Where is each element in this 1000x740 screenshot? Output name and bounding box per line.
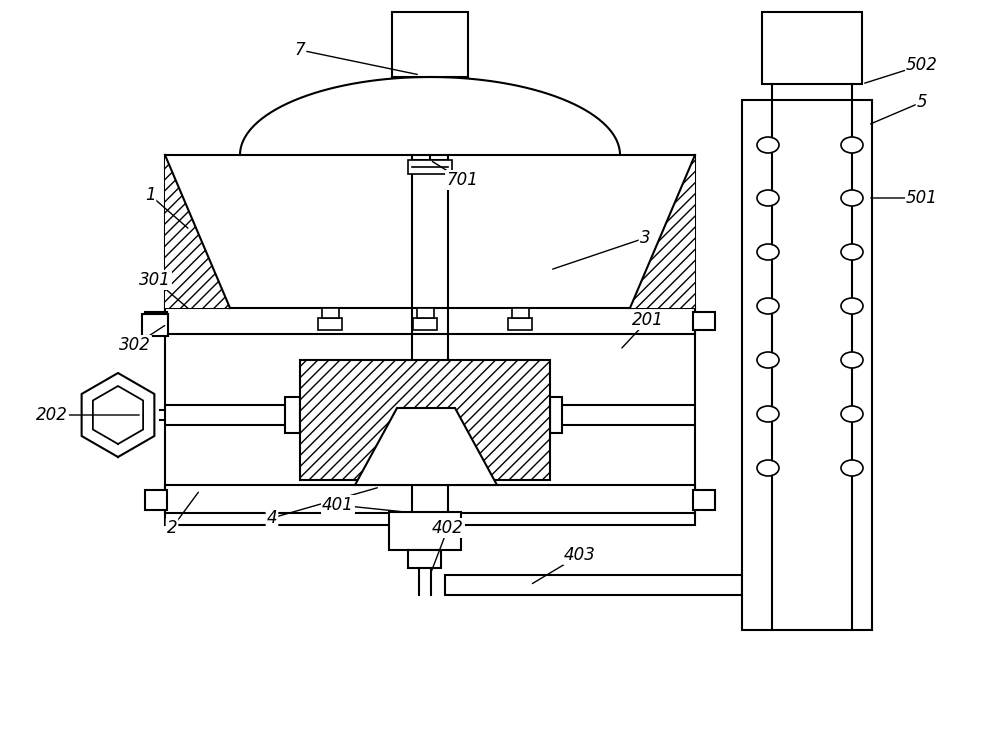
Ellipse shape (757, 460, 779, 476)
Text: 4: 4 (267, 509, 277, 527)
Bar (300, 360, 550, 480)
Bar (389, 512, 461, 550)
Bar (693, 490, 715, 510)
Bar (165, 485, 695, 513)
Polygon shape (630, 155, 695, 308)
Text: 402: 402 (432, 519, 464, 537)
Bar (145, 312, 167, 330)
Bar (550, 397, 562, 433)
Text: 3: 3 (640, 229, 650, 247)
Text: 502: 502 (906, 56, 938, 74)
Bar (508, 318, 532, 330)
Ellipse shape (841, 244, 863, 260)
Ellipse shape (757, 352, 779, 368)
Ellipse shape (841, 190, 863, 206)
Bar (512, 308, 528, 318)
Text: 302: 302 (119, 336, 151, 354)
Polygon shape (165, 155, 230, 308)
Bar (762, 12, 862, 84)
Text: 7: 7 (295, 41, 305, 59)
Ellipse shape (841, 352, 863, 368)
Ellipse shape (841, 406, 863, 422)
Ellipse shape (757, 190, 779, 206)
Text: 401: 401 (322, 496, 354, 514)
Ellipse shape (757, 298, 779, 314)
Bar (145, 490, 167, 510)
Bar (392, 12, 468, 77)
Text: 202: 202 (36, 406, 68, 424)
Ellipse shape (757, 137, 779, 153)
Bar (445, 575, 742, 595)
Polygon shape (355, 408, 497, 485)
Ellipse shape (841, 298, 863, 314)
Bar (165, 308, 695, 334)
Ellipse shape (757, 244, 779, 260)
Bar (322, 308, 338, 318)
Bar (408, 550, 441, 568)
Bar (742, 100, 872, 630)
Bar (693, 312, 715, 330)
Bar (413, 318, 437, 330)
Ellipse shape (841, 460, 863, 476)
Ellipse shape (757, 406, 779, 422)
Bar (142, 314, 168, 336)
Bar (318, 318, 342, 330)
Text: 501: 501 (906, 189, 938, 207)
Bar (416, 308, 434, 318)
Text: 403: 403 (564, 546, 596, 564)
Text: 5: 5 (917, 93, 927, 111)
Text: 701: 701 (446, 171, 478, 189)
Ellipse shape (841, 137, 863, 153)
Text: 2: 2 (167, 519, 177, 537)
Text: 201: 201 (632, 311, 664, 329)
Bar (165, 155, 695, 525)
Text: 1: 1 (145, 186, 155, 204)
Bar (408, 160, 452, 174)
Text: 301: 301 (139, 271, 171, 289)
Bar (285, 397, 300, 433)
